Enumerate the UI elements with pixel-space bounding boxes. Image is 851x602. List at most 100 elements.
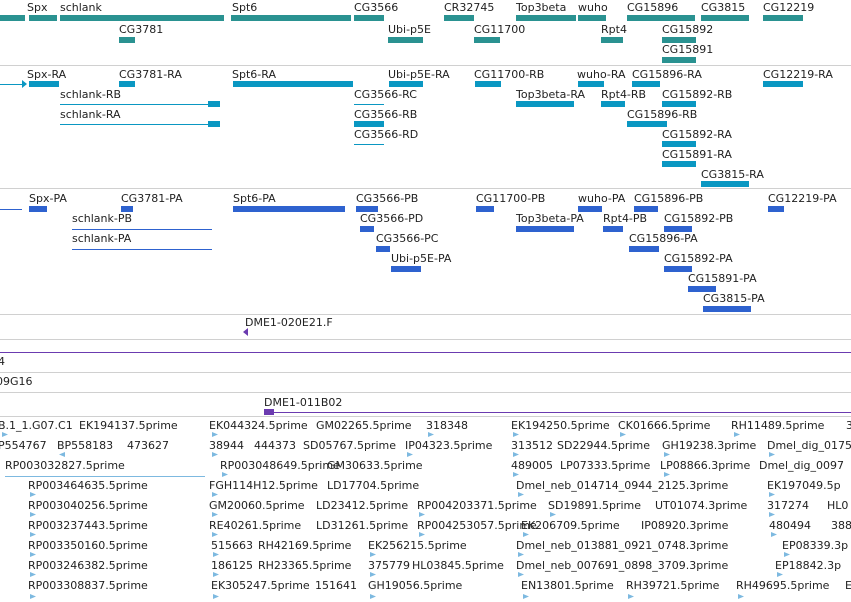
gene-glyph[interactable] [231,15,351,21]
gene-label[interactable]: CG15896 [627,1,679,14]
protein-glyph[interactable] [360,226,374,232]
est-label[interactable]: RP003237443.5prime [28,519,148,532]
est-label[interactable]: LP08866.3prime [660,459,751,472]
clone-glyph[interactable] [264,409,274,415]
est-label[interactable]: RP004203371.5prime [417,499,537,512]
est-glyph[interactable] [769,512,775,517]
transcript-label[interactable]: wuho-RA [577,68,626,81]
est-glyph[interactable] [513,452,519,457]
est-label[interactable]: HL0 [827,499,849,512]
est-glyph[interactable] [550,512,556,517]
est-label[interactable]: GH19238.3prime [662,439,757,452]
protein-glyph[interactable] [603,226,623,232]
transcript-glyph[interactable] [208,121,220,127]
est-glyph[interactable] [738,594,744,599]
protein-label[interactable]: CG3781-PA [121,192,183,205]
est-label[interactable]: SD05767.5prime [303,439,396,452]
transcript-label[interactable]: CG3815-RA [701,168,764,181]
gene-label[interactable]: CG15891 [662,43,714,56]
protein-label[interactable]: Rpt4-PB [603,212,648,225]
est-glyph[interactable] [212,432,218,437]
est-glyph[interactable] [212,512,218,517]
transcript-glyph[interactable] [354,104,384,105]
est-glyph[interactable] [212,452,218,457]
est-label[interactable]: 313512 [511,439,553,452]
est-glyph[interactable] [523,594,529,599]
gene-glyph[interactable] [601,37,623,43]
est-glyph[interactable] [771,532,777,537]
est-glyph[interactable] [213,594,219,599]
protein-label[interactable]: CG3566-PD [360,212,424,225]
transcript-glyph[interactable] [60,124,220,125]
gene-glyph[interactable] [662,57,696,63]
est-label[interactable]: EP08339.3p [782,539,849,552]
est-label[interactable]: 317274 [767,499,809,512]
est-glyph[interactable] [628,594,634,599]
est-label[interactable]: 489005 [511,459,553,472]
protein-label[interactable]: CG15892-PB [664,212,734,225]
gene-label[interactable]: Top3beta [516,1,567,14]
est-glyph[interactable] [513,432,519,437]
gene-label[interactable]: CG3781 [119,23,164,36]
transcript-glyph[interactable] [601,101,625,107]
est-label[interactable]: Dmel_neb_014714_0944_2125.3prime [516,479,729,492]
gene-glyph[interactable] [0,15,25,21]
protein-glyph[interactable] [121,206,133,212]
protein-label[interactable]: CG3566-PC [376,232,439,245]
est-label[interactable]: EK197049.5p [767,479,841,492]
clone-glyph[interactable] [0,352,851,353]
est-label[interactable]: RP003032827.5prime [5,459,125,472]
gene-glyph[interactable] [701,15,749,21]
est-glyph[interactable] [2,432,8,437]
gene-label[interactable]: CG3566 [354,1,399,14]
est-label[interactable]: RH42169.5prime [258,539,352,552]
gene-glyph[interactable] [516,15,576,21]
protein-glyph[interactable] [0,209,22,210]
transcript-label[interactable]: schlank-RA [60,108,121,121]
protein-label[interactable]: CG3566-PB [356,192,419,205]
est-glyph[interactable] [59,452,65,457]
transcript-glyph[interactable] [208,101,220,107]
transcript-label[interactable]: Ubi-p5E-RA [388,68,450,81]
est-label[interactable]: RP003350160.5prime [28,539,148,552]
protein-glyph[interactable] [356,206,378,212]
gene-label[interactable]: CG11700 [474,23,526,36]
transcript-label[interactable]: CG3566-RD [354,128,419,141]
transcript-glyph[interactable] [119,81,135,87]
gene-glyph[interactable] [119,37,135,43]
protein-label[interactable]: Spx-PA [29,192,67,205]
transcript-label[interactable]: CG3566-RB [354,108,418,121]
gene-glyph[interactable] [627,15,695,21]
protein-glyph[interactable] [688,286,716,292]
est-glyph[interactable] [734,432,740,437]
clone-label[interactable]: DME1-011B02 [264,396,343,409]
est-glyph[interactable] [777,572,783,577]
protein-label[interactable]: CG3815-PA [703,292,765,305]
est-label[interactable]: GM30633.5prime [327,459,423,472]
gene-label[interactable]: schlank [60,1,102,14]
est-glyph[interactable] [370,572,376,577]
est-label[interactable]: GH19056.5prime [368,579,463,592]
est-glyph[interactable] [212,492,218,497]
est-glyph[interactable] [222,472,228,477]
gene-label[interactable]: Rpt4 [601,23,627,36]
est-label[interactable]: RE40261.5prime [209,519,302,532]
transcript-glyph[interactable] [578,81,604,87]
est-glyph[interactable] [30,572,36,577]
protein-glyph[interactable] [664,226,692,232]
transcript-glyph[interactable] [354,121,384,127]
protein-glyph[interactable] [72,229,212,230]
protein-label[interactable]: Ubi-p5E-PA [391,252,452,265]
transcript-glyph[interactable] [475,81,501,87]
est-glyph[interactable] [769,492,775,497]
est-glyph[interactable] [620,432,626,437]
transcript-glyph[interactable] [662,101,696,107]
est-label[interactable]: EK256215.5prime [368,539,467,552]
est-glyph[interactable] [664,472,670,477]
gene-glyph[interactable] [354,15,384,21]
gene-label[interactable]: CR32745 [444,1,495,14]
protein-glyph[interactable] [634,206,658,212]
est-glyph[interactable] [664,452,670,457]
est-glyph[interactable] [30,492,36,497]
protein-glyph[interactable] [29,206,47,212]
